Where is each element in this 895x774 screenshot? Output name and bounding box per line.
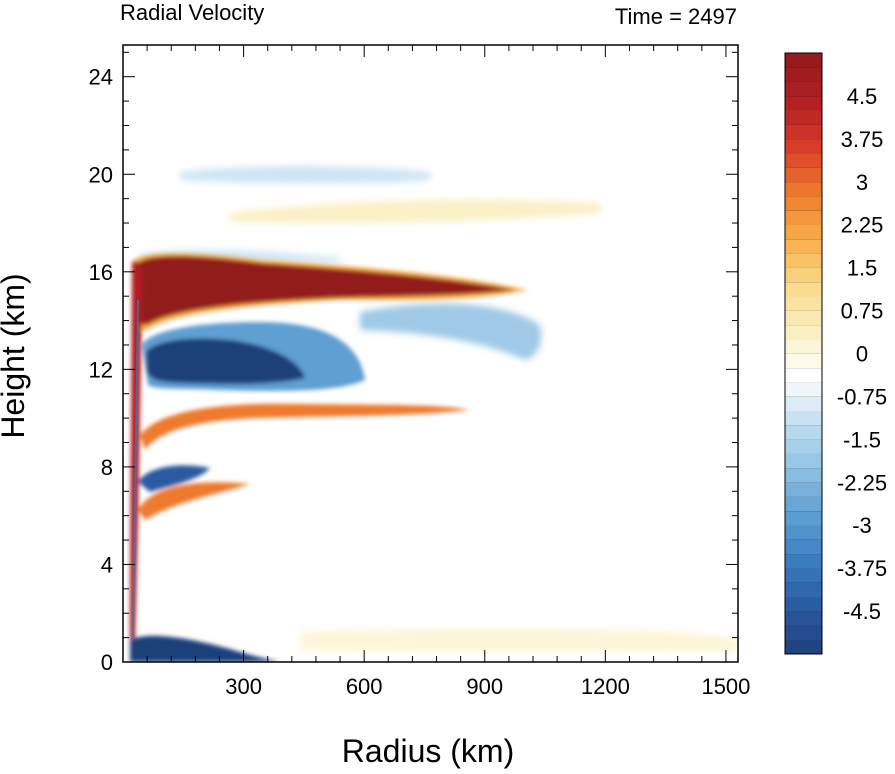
colorbar-bin bbox=[785, 568, 822, 583]
y-tick-label: 12 bbox=[89, 357, 113, 382]
colorbar-label: -0.75 bbox=[837, 384, 887, 409]
colorbar-bin bbox=[785, 239, 822, 254]
colorbar-bin bbox=[785, 110, 822, 125]
colorbar-bin bbox=[785, 553, 822, 569]
y-tick-label: 24 bbox=[89, 65, 113, 90]
colorbar-label: -3.75 bbox=[837, 556, 887, 581]
outflow-layer-10km bbox=[140, 403, 470, 450]
plot-frame bbox=[122, 44, 739, 663]
colorbar-label: 4.5 bbox=[847, 84, 878, 109]
colorbar-label: -4.5 bbox=[843, 599, 881, 624]
y-tick-label: 4 bbox=[101, 552, 113, 577]
colorbar-bin bbox=[785, 425, 822, 440]
blue-wall-line bbox=[132, 299, 139, 641]
colorbar-bin bbox=[785, 453, 822, 469]
colorbar-bin bbox=[785, 138, 822, 154]
x-tick-label: 900 bbox=[466, 674, 503, 699]
colorbar-bin bbox=[785, 353, 822, 369]
x-tick-label: 300 bbox=[225, 674, 262, 699]
colorbar-label: 0.75 bbox=[841, 299, 884, 324]
return-inflow bbox=[146, 338, 305, 384]
colorbar-bin bbox=[785, 253, 822, 268]
colorbar-bin bbox=[785, 310, 822, 326]
chart-title: Radial Velocity bbox=[120, 0, 264, 25]
colorbar-bin bbox=[785, 181, 822, 197]
colorbar-bin bbox=[785, 539, 822, 555]
colorbar-bin bbox=[785, 582, 822, 598]
colorbar-bin bbox=[785, 596, 822, 612]
colorbar-bin bbox=[785, 196, 822, 211]
colorbar-bin bbox=[785, 625, 822, 640]
colorbar-bin bbox=[785, 153, 822, 168]
y-tick-label: 16 bbox=[89, 260, 113, 285]
colorbar-label: -2.25 bbox=[837, 470, 887, 495]
inflow-layer-7km bbox=[138, 465, 210, 492]
x-axis-label: Radius (km) bbox=[342, 733, 514, 769]
colorbar-label: 1.5 bbox=[847, 256, 878, 281]
outflow-layer-6km bbox=[138, 482, 250, 520]
velocity-field bbox=[130, 165, 738, 662]
x-tick-label: 1500 bbox=[701, 674, 750, 699]
upper-outflow bbox=[136, 256, 515, 325]
colorbar-bin bbox=[785, 267, 822, 283]
chart-subtitle: Time = 2497 bbox=[615, 4, 737, 29]
colorbar-bin bbox=[785, 510, 822, 526]
y-tick-label: 8 bbox=[101, 455, 113, 480]
x-tick-label: 1200 bbox=[581, 674, 630, 699]
faint-upper-inflow bbox=[180, 165, 430, 184]
colorbar-bin bbox=[785, 467, 822, 483]
colorbar-bin bbox=[785, 167, 822, 183]
colorbar-label: -1.5 bbox=[843, 427, 881, 452]
colorbar-bin bbox=[785, 639, 822, 655]
x-tick-label: 600 bbox=[346, 674, 383, 699]
colorbar-bin bbox=[785, 81, 822, 97]
colorbar-bin bbox=[785, 95, 822, 111]
y-axis-label: Height (km) bbox=[0, 273, 31, 438]
y-axis-ticks: 0 4 8 12 16 20 24 bbox=[89, 51, 738, 675]
faint-upper-outflow bbox=[230, 199, 600, 224]
colorbar-bin bbox=[785, 296, 822, 311]
colorbar-bin bbox=[785, 396, 822, 412]
colorbar-bin bbox=[785, 224, 822, 240]
colorbar-label: 2.25 bbox=[841, 213, 884, 238]
colorbar-label: -3 bbox=[852, 513, 872, 538]
colorbar-bin bbox=[785, 367, 822, 383]
colorbar-bin bbox=[785, 382, 822, 397]
colorbar-label: 3 bbox=[856, 170, 868, 195]
colorbar-bin bbox=[785, 324, 822, 340]
colorbar-bin bbox=[785, 611, 822, 626]
colorbar-bin bbox=[785, 482, 822, 497]
colorbar-frame bbox=[784, 52, 823, 655]
colorbar-bin bbox=[785, 339, 822, 354]
colorbar-bin bbox=[785, 439, 822, 454]
y-tick-label: 20 bbox=[89, 162, 113, 187]
colorbar-label: 3.75 bbox=[841, 127, 884, 152]
colorbar-bin bbox=[785, 67, 822, 82]
colorbar-bin bbox=[785, 281, 822, 297]
boundary-layer-inflow bbox=[130, 635, 280, 662]
colorbar-bin bbox=[785, 53, 822, 68]
lower-noise-band bbox=[300, 628, 738, 652]
colorbar-bin bbox=[785, 124, 822, 140]
colorbar-bin bbox=[785, 496, 822, 512]
y-tick-label: 0 bbox=[101, 650, 113, 675]
colorbar-bin bbox=[785, 210, 822, 226]
colorbar bbox=[785, 52, 822, 655]
colorbar-bin bbox=[785, 525, 822, 540]
colorbar-bin bbox=[785, 410, 822, 426]
colorbar-labels: 4.5 3.75 3 2.25 1.5 0.75 0 -0.75 -1.5 -2.25 -3 -3.7… bbox=[837, 84, 887, 624]
secondary-inflow bbox=[360, 303, 542, 360]
colorbar-label: 0 bbox=[856, 342, 868, 367]
x-axis-ticks: 300 600 900 1200 1500 bbox=[146, 45, 750, 699]
